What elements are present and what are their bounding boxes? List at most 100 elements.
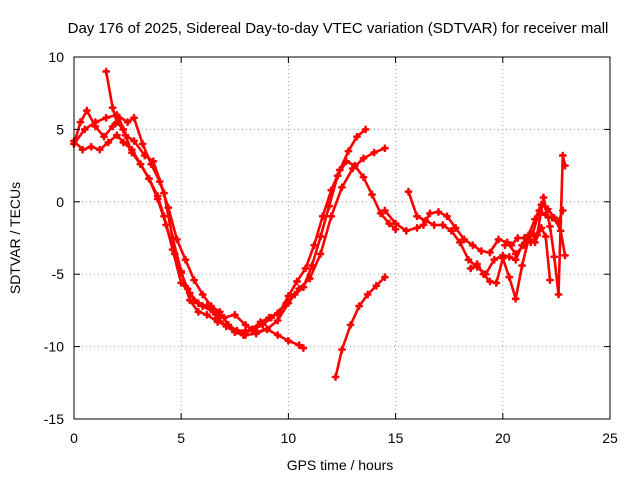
data-point xyxy=(87,142,96,151)
data-point xyxy=(190,276,198,284)
x-tick-label: 15 xyxy=(388,430,404,446)
data-point xyxy=(438,221,447,229)
data-point xyxy=(380,144,389,153)
data-point xyxy=(241,326,250,335)
data-point xyxy=(546,222,554,231)
data-point xyxy=(520,234,529,242)
data-point xyxy=(355,302,364,310)
data-point xyxy=(492,278,501,287)
data-point xyxy=(250,325,258,334)
data-point xyxy=(430,221,439,229)
data-point xyxy=(138,139,147,148)
data-point xyxy=(284,292,293,300)
data-point xyxy=(267,313,276,322)
data-point xyxy=(177,278,186,287)
x-tick-label: 5 xyxy=(177,430,185,446)
data-point xyxy=(78,145,87,154)
data-point xyxy=(546,276,554,284)
data-point xyxy=(181,255,190,264)
series-track-8 xyxy=(466,223,554,303)
data-point xyxy=(413,212,421,221)
data-point xyxy=(353,132,361,141)
data-point xyxy=(112,118,121,127)
data-point xyxy=(372,281,381,290)
data-point xyxy=(359,173,368,182)
data-point xyxy=(95,145,104,154)
series-track-5 xyxy=(331,273,389,381)
data-point xyxy=(338,183,346,192)
x-tick-label: 0 xyxy=(70,430,78,446)
series-track-9 xyxy=(501,151,569,299)
data-point xyxy=(346,320,355,329)
x-tick-label: 20 xyxy=(495,430,511,446)
data-point xyxy=(112,111,121,119)
data-point xyxy=(335,166,344,174)
data-point xyxy=(153,192,162,200)
data-point xyxy=(108,103,117,112)
data-point xyxy=(123,118,132,127)
y-axis-ticks: 10 5 0 -5 -10 -15 xyxy=(44,49,610,427)
series-track-3 xyxy=(102,67,400,339)
data-point xyxy=(451,223,460,232)
data-point xyxy=(419,221,428,229)
data-point xyxy=(273,316,282,325)
data-point xyxy=(327,186,336,195)
data-point xyxy=(498,254,507,263)
data-point xyxy=(160,212,168,221)
data-point xyxy=(501,241,509,250)
series-track-4 xyxy=(70,111,370,335)
data-point xyxy=(391,225,400,234)
data-point xyxy=(207,302,216,310)
data-point xyxy=(155,177,164,186)
data-point xyxy=(531,215,539,224)
data-point xyxy=(370,148,379,157)
data-point xyxy=(404,187,413,196)
data-point xyxy=(145,174,153,183)
y-tick-label: 10 xyxy=(48,49,64,65)
data-point xyxy=(173,235,181,244)
data-point xyxy=(233,326,241,335)
data-point xyxy=(230,310,239,319)
data-point xyxy=(380,206,389,215)
data-point xyxy=(194,307,203,316)
series-line xyxy=(104,70,397,337)
data-point xyxy=(550,213,559,222)
data-point xyxy=(359,154,368,163)
data-point xyxy=(136,160,145,169)
data-point xyxy=(550,252,559,261)
y-axis-label: SDTVAR / TECUs xyxy=(7,182,23,294)
data-point xyxy=(147,160,156,169)
data-point xyxy=(511,255,520,264)
data-point xyxy=(80,125,89,134)
data-point xyxy=(318,212,327,221)
data-point xyxy=(239,331,248,339)
data-point xyxy=(477,247,486,255)
data-point xyxy=(518,261,526,270)
chart-title: Day 176 of 2025, Sidereal Day-to-day VTE… xyxy=(68,20,609,37)
data-point xyxy=(385,219,394,228)
data-point xyxy=(308,261,316,270)
plot-frame xyxy=(73,56,611,420)
y-tick-label: -10 xyxy=(44,339,64,355)
data-point xyxy=(466,264,475,273)
y-tick-label: -5 xyxy=(52,266,65,282)
data-point xyxy=(215,307,224,316)
data-point xyxy=(119,125,128,134)
data-point xyxy=(361,125,370,134)
data-point xyxy=(273,331,282,339)
data-point xyxy=(473,260,481,268)
data-point xyxy=(102,67,111,76)
data-point xyxy=(505,252,514,261)
data-point xyxy=(299,283,308,292)
data-point xyxy=(338,345,346,354)
data-point xyxy=(258,320,267,329)
data-point xyxy=(368,190,376,199)
data-point xyxy=(486,277,494,286)
data-point xyxy=(426,209,434,218)
data-point xyxy=(402,226,411,235)
data-point xyxy=(528,229,537,238)
data-point xyxy=(198,290,207,299)
data-point xyxy=(561,161,569,170)
data-point xyxy=(168,245,177,254)
